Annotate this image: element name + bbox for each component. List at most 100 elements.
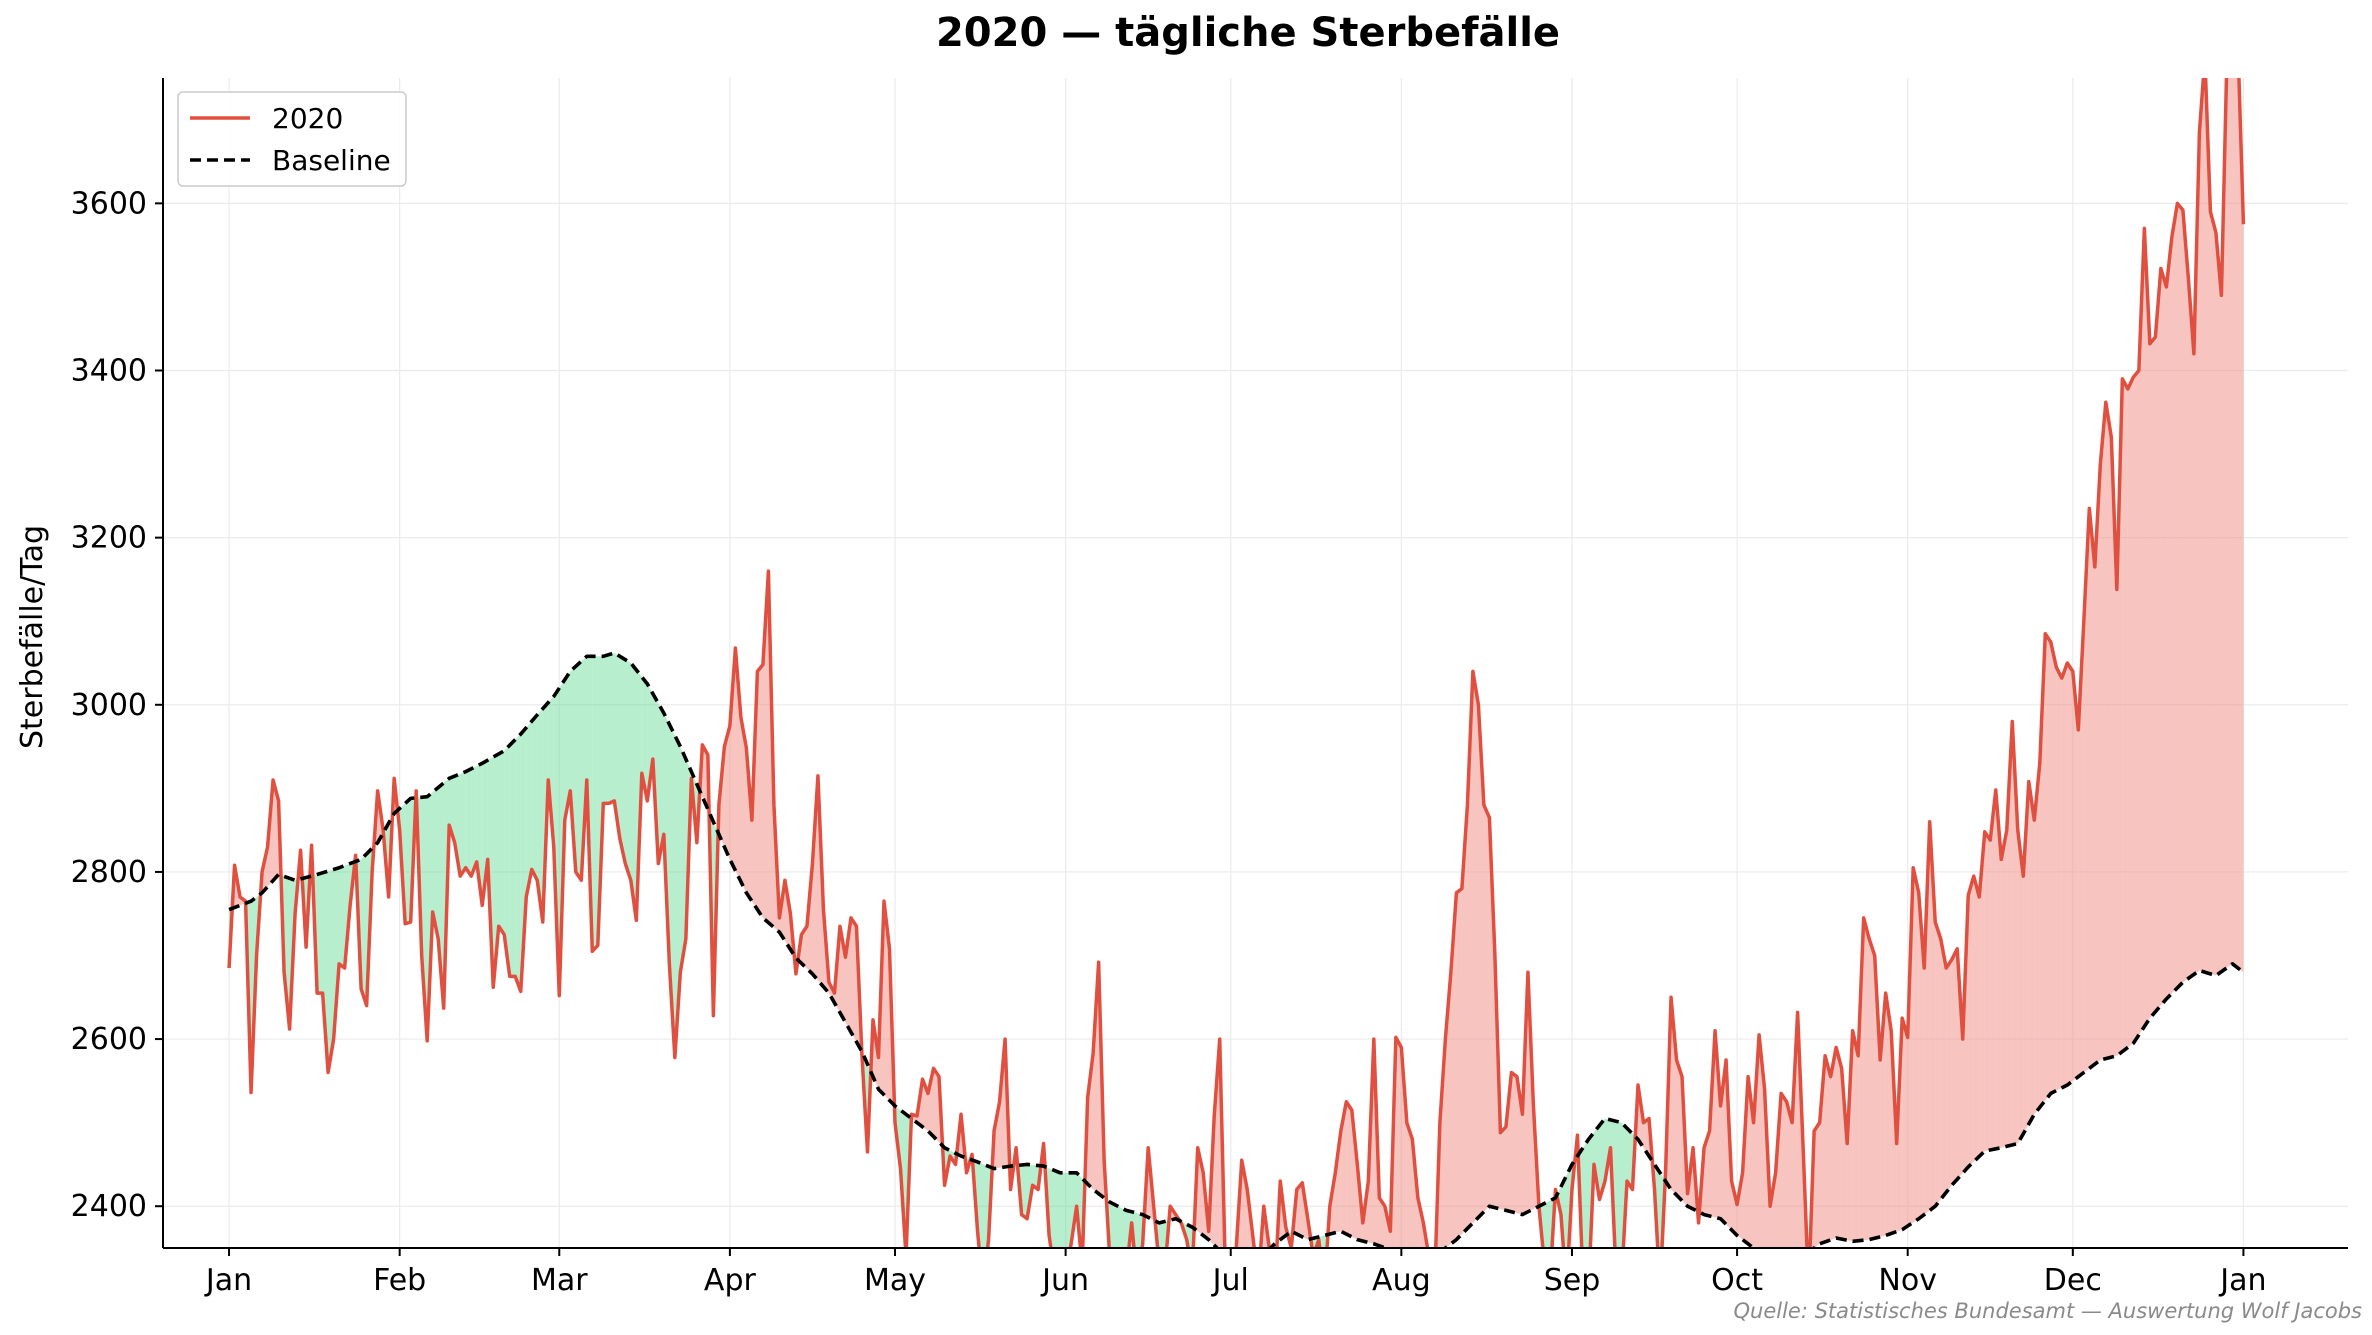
- data-point-2020: [1510, 1071, 1513, 1074]
- data-point-2020: [2016, 829, 2019, 832]
- data-point-baseline: [894, 1104, 897, 1107]
- data-point-2020: [1785, 1100, 1788, 1103]
- data-point-baseline: [376, 841, 379, 844]
- data-point-baseline: [728, 858, 731, 861]
- data-point-baseline: [2099, 1058, 2102, 1061]
- excess-fill: [1423, 1222, 1428, 1248]
- data-point-baseline: [1026, 1163, 1029, 1166]
- excess-fill: [1858, 917, 1864, 1241]
- data-point-2020: [1603, 1180, 1606, 1183]
- excess-fill: [1968, 876, 1974, 1167]
- data-point-baseline: [481, 762, 484, 765]
- data-point-baseline: [310, 875, 313, 878]
- excess-fill: [1825, 1055, 1831, 1242]
- excess-fill: [2017, 830, 2024, 1144]
- data-point-2020: [1675, 1058, 1678, 1061]
- data-point-2020: [739, 716, 742, 719]
- data-point-2020: [1444, 1038, 1447, 1041]
- data-point-2020: [1923, 967, 1926, 970]
- data-point-2020: [1400, 1046, 1403, 1049]
- data-point-2020: [635, 919, 638, 922]
- data-point-2020: [844, 956, 847, 959]
- data-point-2020: [486, 858, 489, 861]
- data-point-2020: [2082, 620, 2085, 623]
- data-point-baseline: [426, 795, 429, 798]
- data-point-2020: [409, 921, 412, 924]
- data-point-2020: [1774, 1171, 1777, 1174]
- x-tick-label: Feb: [373, 1263, 426, 1298]
- deficit-fill: [322, 871, 329, 1073]
- data-point-2020: [1686, 1192, 1689, 1195]
- data-point-2020: [503, 933, 506, 936]
- excess-fill: [933, 1068, 940, 1143]
- excess-fill: [2166, 236, 2172, 999]
- data-point-2020: [255, 954, 258, 957]
- data-point-2020: [233, 864, 236, 867]
- data-point-2020: [2181, 209, 2184, 212]
- data-point-2020: [1471, 670, 1474, 673]
- data-point-baseline: [761, 916, 764, 919]
- excess-fill: [1483, 805, 1490, 1212]
- data-point-2020: [1460, 887, 1463, 890]
- data-point-2020: [2022, 875, 2025, 878]
- data-point-2020: [1670, 996, 1673, 999]
- data-point-2020: [2000, 858, 2003, 861]
- deficit-fill: [465, 768, 472, 877]
- y-tick-label: 3000: [71, 688, 147, 723]
- data-point-baseline: [360, 858, 363, 861]
- data-point-2020: [1598, 1198, 1601, 1201]
- data-point-2020: [585, 779, 588, 782]
- excess-fill: [1830, 1047, 1837, 1240]
- excess-fill: [1902, 1018, 1908, 1230]
- excess-fill: [1951, 948, 1958, 1186]
- data-point-baseline: [228, 908, 231, 911]
- data-point-2020: [1455, 891, 1458, 894]
- data-point-2020: [1196, 1146, 1199, 1149]
- data-point-2020: [343, 967, 346, 970]
- data-point-2020: [1114, 1280, 1117, 1283]
- data-point-baseline: [1868, 1238, 1871, 1241]
- excess-fill: [2149, 337, 2156, 1019]
- data-point-2020: [1692, 1146, 1695, 1149]
- excess-fill: [1940, 938, 1947, 1200]
- data-point-2020: [415, 789, 418, 792]
- data-point-2020: [2027, 780, 2030, 783]
- data-point-2020: [398, 829, 401, 832]
- data-point-2020: [1004, 1038, 1007, 1041]
- data-point-2020: [1130, 1221, 1133, 1224]
- data-point-baseline: [927, 1130, 930, 1133]
- x-tick-label: Jan: [2218, 1263, 2266, 1298]
- data-point-2020: [816, 774, 819, 777]
- deficit-fill: [460, 771, 466, 877]
- excess-fill: [1874, 955, 1881, 1239]
- data-point-2020: [2099, 463, 2102, 466]
- data-point-2020: [563, 819, 566, 822]
- data-point-2020: [662, 833, 665, 836]
- excess-fill: [2199, 78, 2205, 973]
- deficit-fill: [983, 1164, 989, 1248]
- excess-fill: [2034, 763, 2040, 1115]
- y-tick-label: 2400: [71, 1189, 147, 1224]
- data-point-2020: [1284, 1226, 1287, 1229]
- data-point-2020: [239, 896, 242, 899]
- data-point-2020: [1125, 1272, 1128, 1275]
- data-point-2020: [2203, 56, 2206, 59]
- deficit-fill: [1616, 1121, 1622, 1248]
- data-point-baseline: [294, 879, 297, 882]
- data-point-baseline: [910, 1117, 913, 1120]
- data-point-2020: [1862, 916, 1865, 919]
- deficit-fill: [1115, 1204, 1121, 1248]
- data-point-2020: [1615, 1272, 1618, 1275]
- data-point-baseline: [1158, 1221, 1161, 1224]
- data-point-2020: [1576, 1134, 1579, 1137]
- excess-fill: [845, 917, 851, 1033]
- excess-fill: [2122, 378, 2128, 1052]
- data-point-baseline: [1620, 1121, 1623, 1124]
- data-point-2020: [1257, 1280, 1260, 1283]
- data-point-2020: [453, 841, 456, 844]
- data-point-2020: [1031, 1184, 1034, 1187]
- data-point-baseline: [1686, 1205, 1689, 1208]
- data-point-2020: [805, 925, 808, 928]
- data-point-baseline: [877, 1088, 880, 1091]
- data-point-2020: [283, 971, 286, 974]
